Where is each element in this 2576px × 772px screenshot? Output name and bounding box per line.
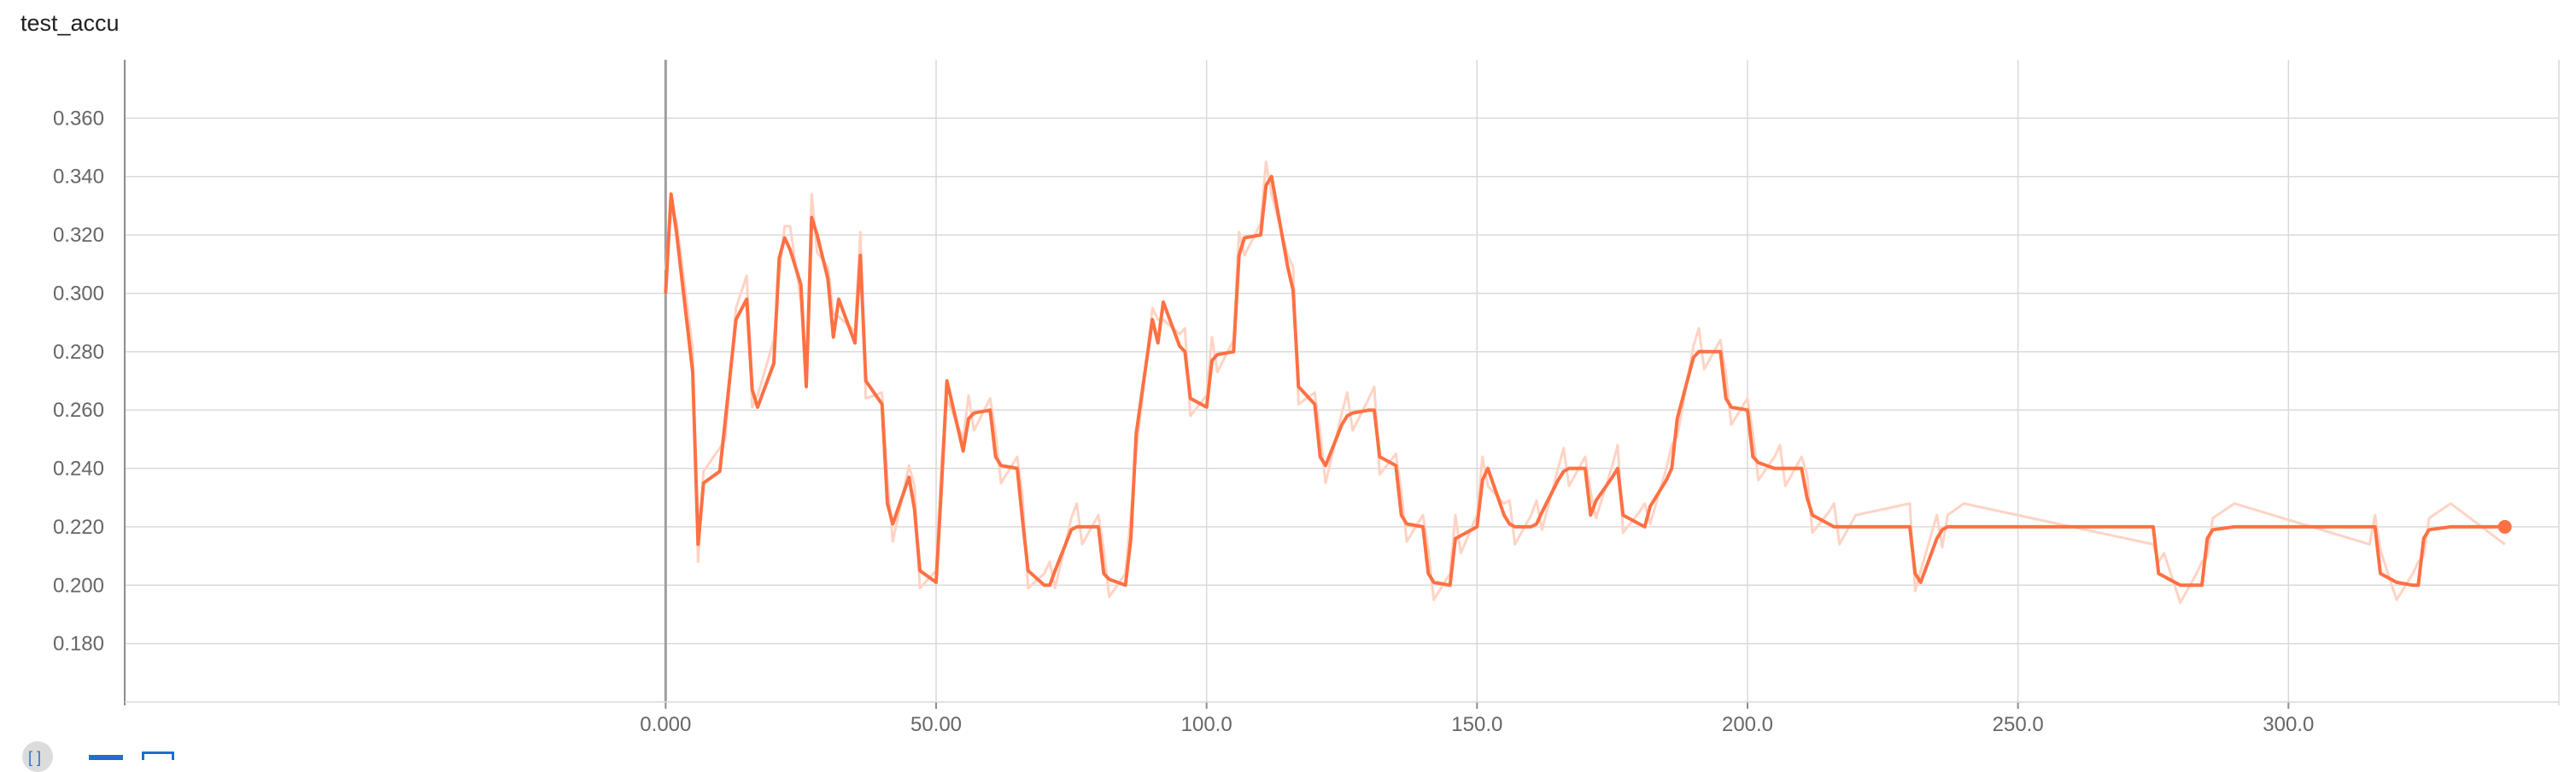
y-tick-label: 0.200 <box>53 574 104 597</box>
x-tick-label: 0.000 <box>640 713 691 736</box>
raw-series-line <box>664 161 2506 605</box>
chart-toolbar: [ ] <box>22 736 278 772</box>
series-line[interactable] <box>664 174 2505 588</box>
grid <box>125 60 2559 702</box>
chart-title: test_accu <box>20 10 120 36</box>
y-tick-label: 0.220 <box>53 516 104 539</box>
y-tick-label: 0.260 <box>53 399 104 422</box>
y-tick-label: 0.180 <box>53 633 104 656</box>
y-tick-label: 0.280 <box>53 341 104 364</box>
last-point-marker[interactable] <box>2497 519 2512 534</box>
fit-domain-icon[interactable] <box>89 755 123 760</box>
axes <box>124 60 2560 709</box>
x-tick-label: 50.00 <box>910 713 962 736</box>
log-scale-icon[interactable] <box>142 752 174 760</box>
raw-series <box>664 161 2506 605</box>
expand-icon[interactable]: [ ] <box>22 741 53 772</box>
x-tick-label: 150.0 <box>1451 713 1502 736</box>
x-tick-label: 300.0 <box>2263 713 2314 736</box>
y-tick-label: 0.360 <box>53 107 104 130</box>
y-tick-label: 0.300 <box>53 282 104 305</box>
x-tick-label: 250.0 <box>1993 713 2044 736</box>
y-tick-label: 0.320 <box>53 224 104 247</box>
x-tick-label: 200.0 <box>1722 713 1773 736</box>
smoothed-series[interactable] <box>664 174 2512 588</box>
y-tick-label: 0.340 <box>53 166 104 189</box>
x-tick-label: 100.0 <box>1181 713 1232 736</box>
y-tick-label: 0.240 <box>53 458 104 481</box>
tick-labels: 0.180 0.200 0.220 0.240 0.260 0.280 0.300 0.320… <box>53 107 2314 736</box>
